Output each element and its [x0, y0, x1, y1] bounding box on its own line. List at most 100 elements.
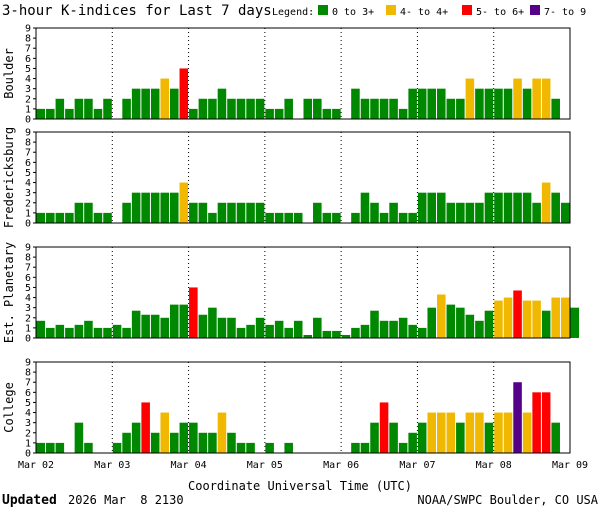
k-index-bar — [36, 212, 46, 223]
k-index-bar — [465, 412, 475, 453]
k-index-bar — [465, 314, 475, 338]
k-index-bar — [532, 202, 541, 223]
k-index-bar — [189, 108, 198, 119]
k-index-bar — [236, 442, 246, 453]
k-index-bar — [551, 422, 560, 453]
k-index-bar — [198, 98, 208, 119]
y-tick-label: 2 — [25, 198, 31, 209]
x-tick-label: Mar 09 — [552, 460, 588, 471]
k-index-bar — [532, 78, 541, 119]
k-index-bar — [246, 98, 255, 119]
y-tick-label: 8 — [25, 34, 31, 45]
k-index-bar — [227, 98, 236, 119]
k-index-bar — [274, 320, 284, 338]
k-index-bar — [131, 88, 141, 119]
y-tick-label: 9 — [25, 128, 31, 139]
y-tick-label: 7 — [25, 148, 31, 159]
chart-title: 3-hour K-indices for Last 7 days — [2, 3, 272, 19]
y-tick-label: 6 — [25, 388, 31, 399]
k-index-bar — [484, 310, 494, 338]
y-tick-label: 8 — [25, 138, 31, 149]
k-index-bar — [332, 212, 341, 223]
updated-label: Updated — [2, 493, 57, 508]
y-tick-label: 5 — [25, 398, 31, 409]
k-index-bar — [46, 327, 55, 338]
k-index-bar — [570, 307, 580, 338]
y-tick-label: 4 — [25, 178, 31, 189]
k-index-bar — [131, 422, 141, 453]
k-index-bar — [370, 422, 379, 453]
y-tick-label: 0 — [25, 219, 31, 230]
k-index-bar — [103, 327, 112, 338]
k-index-bar — [198, 432, 208, 453]
panel-name: Est. Planetary — [2, 242, 16, 343]
k-index-bar — [494, 88, 503, 119]
y-tick-label: 7 — [25, 378, 31, 389]
y-tick-label: 2 — [25, 94, 31, 105]
k-index-bar — [122, 432, 131, 453]
y-tick-label: 3 — [25, 188, 31, 199]
k-index-bar — [170, 304, 179, 338]
k-index-bar — [274, 212, 284, 223]
k-index-bar — [446, 304, 456, 338]
k-index-bar — [313, 317, 322, 338]
k-index-bar — [284, 212, 293, 223]
k-index-bar — [446, 412, 456, 453]
k-index-bar — [131, 310, 141, 338]
y-tick-label: 5 — [25, 283, 31, 294]
k-index-bar — [46, 212, 55, 223]
k-index-bar — [437, 192, 446, 223]
k-index-bar — [360, 192, 370, 223]
x-tick-label: Mar 07 — [399, 460, 435, 471]
k-index-bar — [513, 290, 522, 338]
x-axis-label: Coordinate Universal Time (UTC) — [188, 479, 412, 493]
k-index-bar — [303, 98, 313, 119]
k-index-bar — [322, 108, 332, 119]
k-index-bar — [322, 212, 332, 223]
y-tick-label: 6 — [25, 273, 31, 284]
k-index-bar — [170, 432, 179, 453]
k-index-bar — [227, 432, 236, 453]
y-tick-label: 1 — [25, 438, 31, 449]
k-index-bar — [131, 192, 141, 223]
k-index-bar — [255, 202, 265, 223]
k-index-bar — [360, 324, 370, 338]
k-index-bar — [141, 314, 150, 338]
y-tick-label: 9 — [25, 243, 31, 254]
k-index-bar — [427, 192, 436, 223]
k-index-bar — [255, 98, 265, 119]
k-index-bar — [303, 334, 313, 338]
k-index-bar — [551, 192, 560, 223]
k-index-bar — [417, 192, 427, 223]
k-index-bar — [332, 330, 341, 338]
legend-item-label: 4- to 4+ — [400, 7, 448, 18]
k-index-bar — [93, 108, 103, 119]
k-index-bar — [503, 412, 513, 453]
k-index-bar — [351, 88, 360, 119]
k-index-bar — [65, 327, 74, 338]
k-index-bar — [84, 98, 93, 119]
k-index-bar — [246, 202, 255, 223]
k-index-bar — [141, 88, 150, 119]
x-tick-label: Mar 06 — [323, 460, 359, 471]
y-tick-label: 1 — [25, 323, 31, 334]
k-index-bar — [398, 442, 408, 453]
k-index-bar — [122, 327, 131, 338]
k-index-bar — [46, 108, 55, 119]
y-tick-label: 3 — [25, 303, 31, 314]
k-index-bar — [189, 202, 198, 223]
k-index-bar — [427, 307, 436, 338]
y-tick-label: 0 — [25, 115, 31, 126]
k-index-bar — [179, 182, 189, 223]
k-index-bar — [322, 330, 332, 338]
k-index-bar — [560, 297, 570, 338]
k-index-bar — [341, 334, 351, 338]
k-index-bar — [532, 392, 541, 453]
k-index-bar — [36, 320, 46, 338]
k-index-bar — [141, 192, 150, 223]
k-index-bar — [437, 294, 446, 338]
y-tick-label: 0 — [25, 449, 31, 460]
source-credit: NOAA/SWPC Boulder, CO USA — [417, 493, 598, 507]
k-index-bar — [74, 324, 84, 338]
